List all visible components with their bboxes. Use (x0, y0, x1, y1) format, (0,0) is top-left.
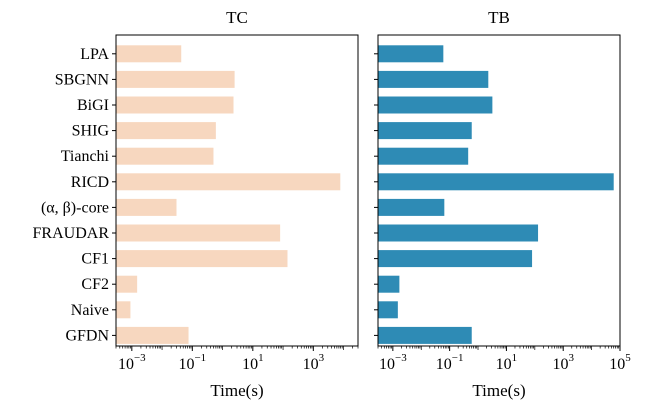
tb-xlabel: Time(s) (472, 381, 525, 400)
tc-bar-1 (116, 70, 235, 88)
tb-bar-0 (378, 45, 444, 63)
tc-bar-6 (116, 198, 177, 216)
tb-bar-11 (378, 326, 472, 344)
tc-bar-3 (116, 122, 216, 140)
tb-chart-title: TB (488, 8, 510, 27)
tb-bar-9 (378, 275, 400, 293)
tc-bar-2 (116, 96, 234, 114)
tb-plot-frame (377, 34, 621, 347)
tc-xlabel: Time(s) (210, 381, 263, 400)
tc-bar-7 (116, 224, 281, 242)
tc-bar-0 (116, 45, 182, 63)
tc-bar-9 (116, 275, 138, 293)
tb-bar-10 (378, 301, 398, 319)
tb-xtick-label-3: 103 (552, 352, 574, 373)
tb-bar-6 (378, 198, 445, 216)
category-label-7: FRAUDAR (33, 225, 110, 242)
tb-xtick-label-1: 10−1 (436, 352, 464, 373)
tb-bar-2 (378, 96, 493, 114)
tb-xtick-label-4: 105 (609, 352, 631, 373)
tc-xtick-label-0: 10−3 (118, 352, 146, 373)
tc-bar-5 (116, 173, 341, 191)
tb-xtick-label-0: 10−3 (379, 352, 407, 373)
tb-bar-8 (378, 250, 533, 268)
tc-bar-11 (116, 326, 189, 344)
category-label-2: BiGI (77, 97, 109, 114)
category-label-9: CF2 (81, 276, 109, 293)
tb-bar-5 (378, 173, 614, 191)
tc-bar-10 (116, 301, 131, 319)
category-label-6: (α, β)-core (41, 199, 109, 216)
tb-xtick-label-2: 101 (496, 352, 518, 373)
category-label-3: SHIG (72, 123, 110, 140)
tc-xtick-label-2: 101 (242, 352, 264, 373)
tc-xtick-label-3: 103 (303, 352, 325, 373)
category-label-1: SBGNN (55, 71, 110, 88)
tb-bar-1 (378, 70, 489, 88)
category-label-4: Tianchi (61, 148, 110, 165)
tc-xtick-label-1: 10−1 (178, 352, 206, 373)
category-label-11: GFDN (65, 327, 109, 344)
tc-bar-4 (116, 147, 214, 165)
tc-bar-8 (116, 250, 288, 268)
tb-bar-7 (378, 224, 539, 242)
category-label-10: Naive (71, 302, 109, 319)
tb-bar-3 (378, 122, 472, 140)
category-label-0: LPA (80, 46, 109, 63)
tc-chart-title: TC (226, 8, 248, 27)
tb-bar-4 (378, 147, 469, 165)
category-label-8: CF1 (81, 251, 109, 268)
category-label-5: RICD (71, 174, 109, 191)
